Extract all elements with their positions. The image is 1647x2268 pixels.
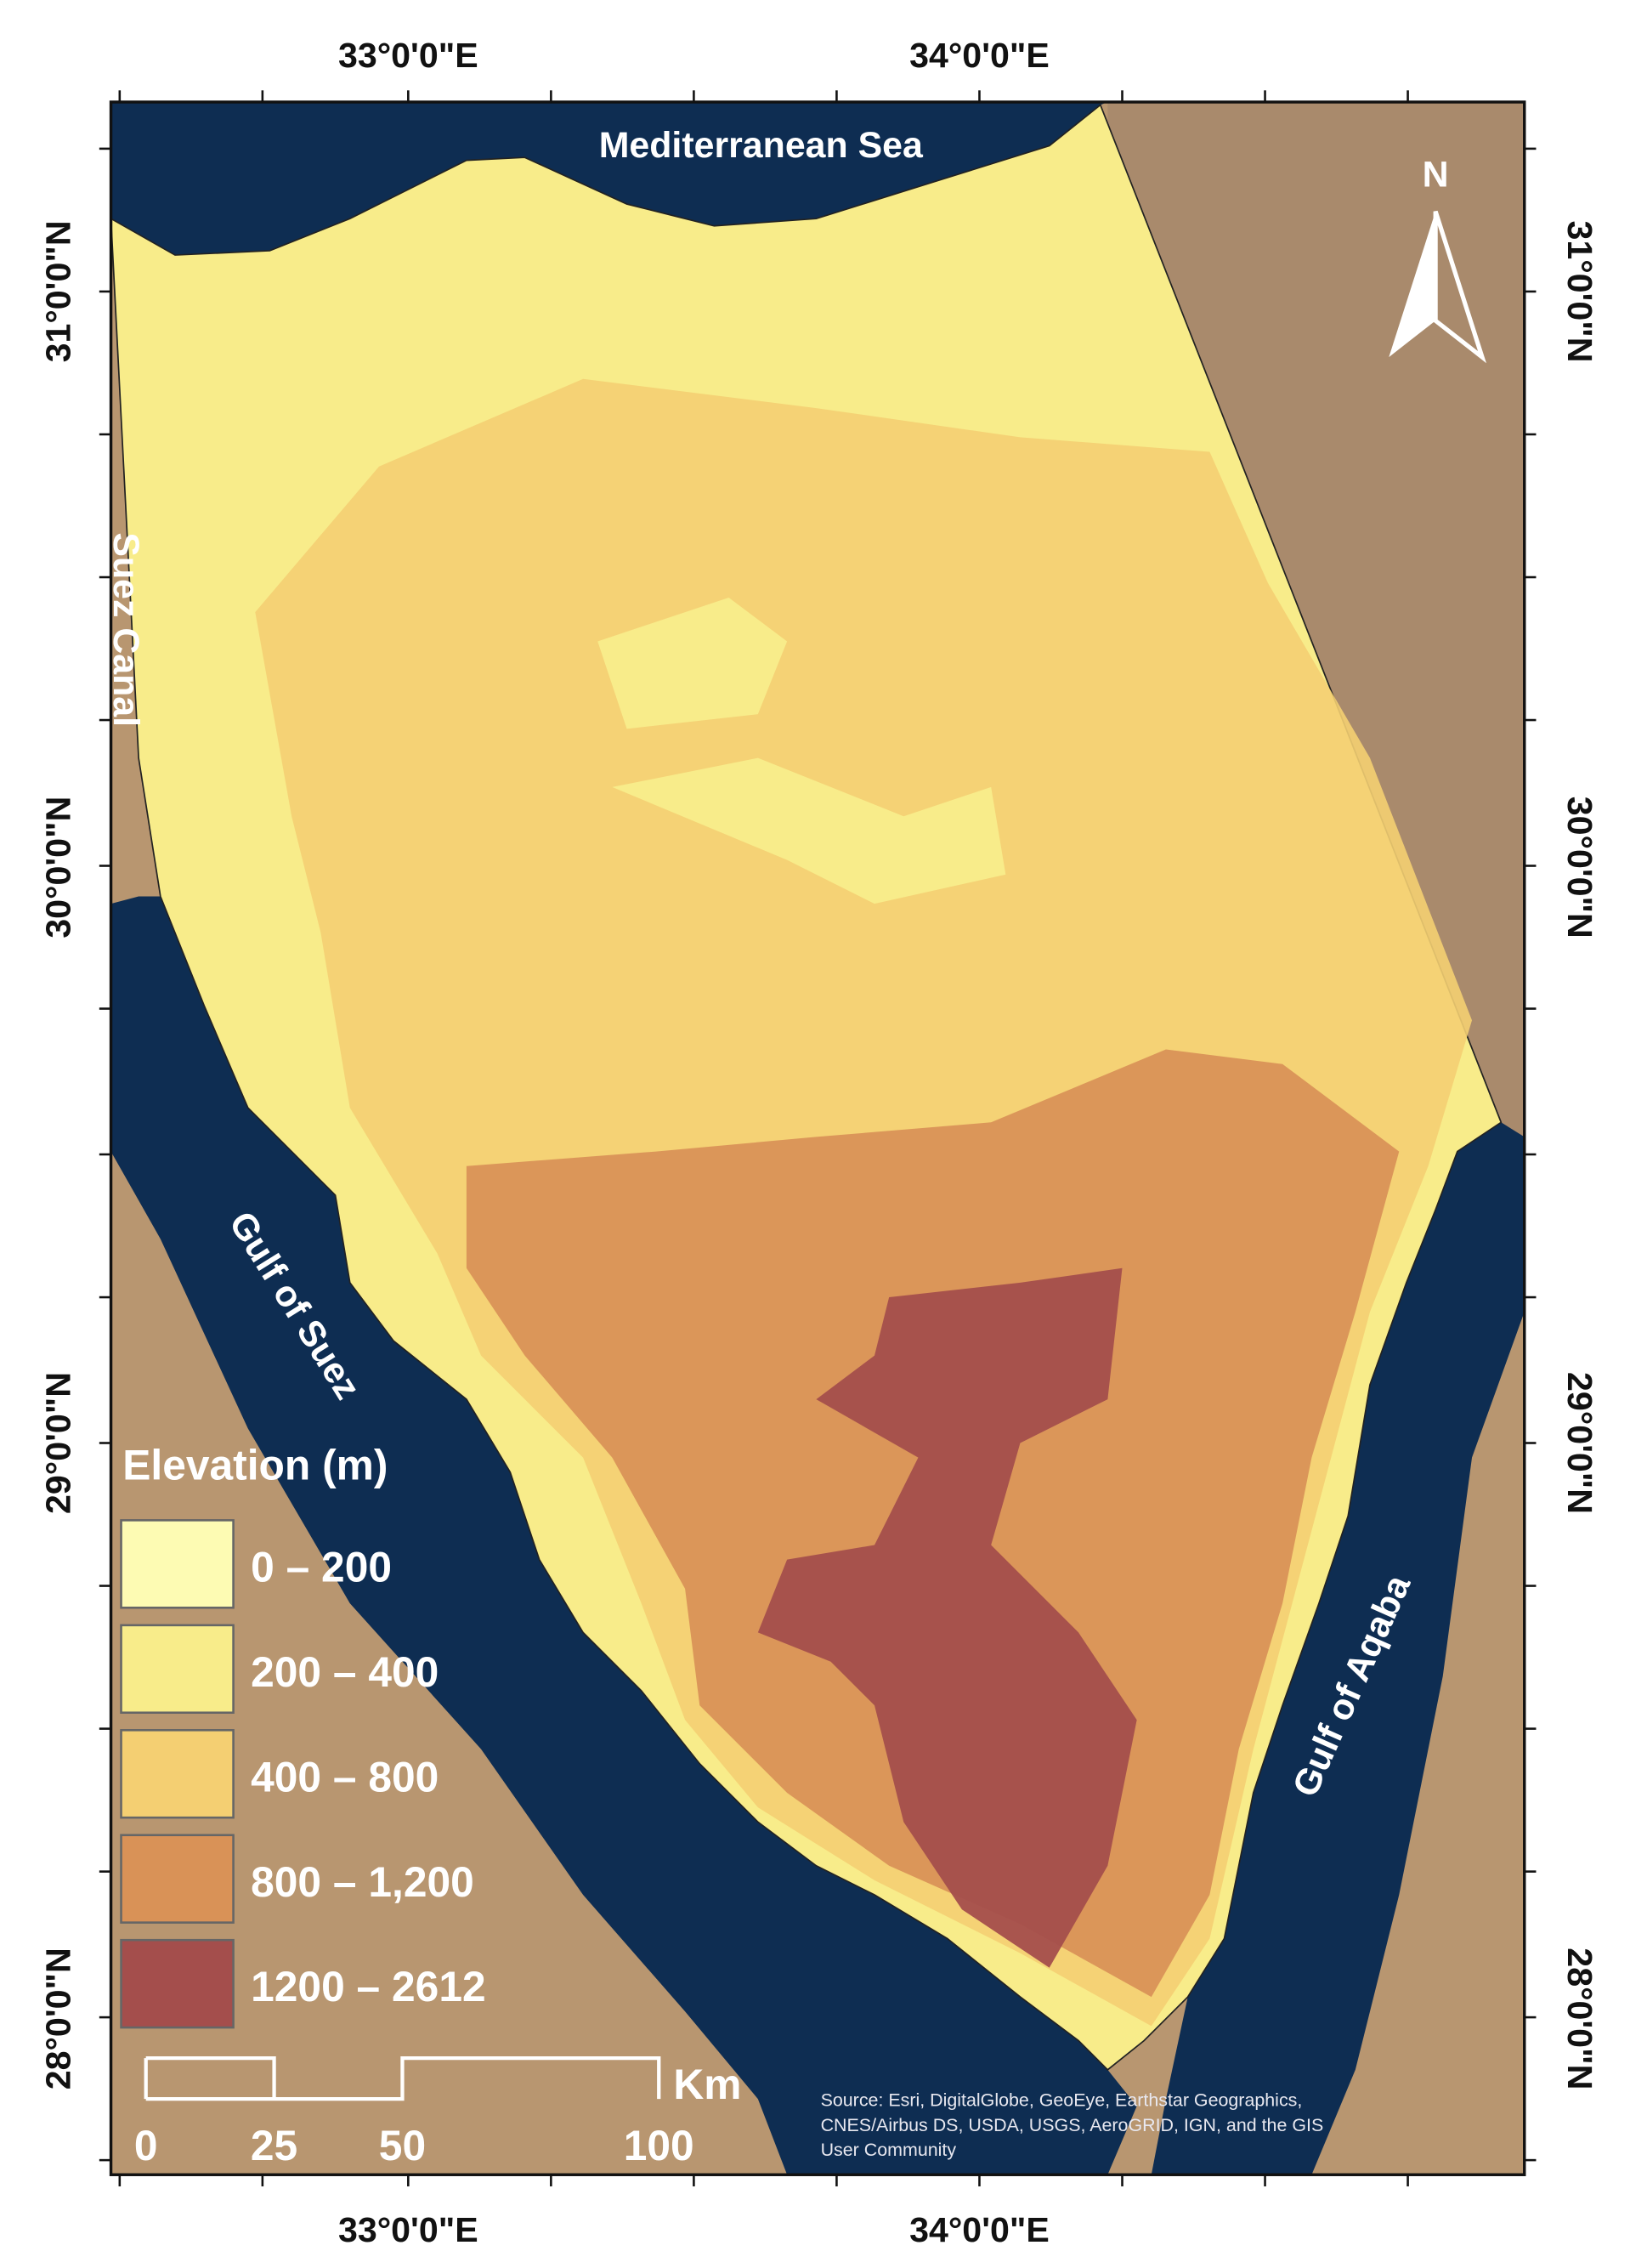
legend-title: Elevation (m) [122,1441,388,1488]
zone-1200-2612 [757,1267,1137,1968]
source-text: CNES/Airbus DS, USDA, USGS, AeroGRID, IG… [821,2115,1324,2135]
scale-label: 0 [134,2122,158,2169]
north-arrow-right [1433,210,1487,364]
legend-label: 200 – 400 [251,1648,439,1696]
place-label: Mediterranean Sea [599,125,924,166]
lat-label-left: 31°0'0"N [39,220,78,362]
legend-label: 0 – 200 [251,1543,392,1590]
lat-label-right: 30°0'0"N [1560,797,1599,938]
sea-gulf-of-aqaba [1151,1122,1525,2175]
lat-label-right: 28°0'0"N [1560,1948,1599,2089]
place-label: Suez Canal [105,532,146,727]
legend-label: 1200 – 2612 [251,1963,485,2010]
lat-label-right: 29°0'0"N [1560,1372,1599,1514]
lat-label-right: 31°0'0"N [1560,220,1599,362]
north-label: N [1423,154,1449,195]
legend-swatch [120,1834,235,1924]
scale-unit: Km [673,2061,741,2108]
source-text: Source: Esri, DigitalGlobe, GeoEye, Eart… [821,2090,1303,2111]
legend-swatch [120,1624,235,1715]
lon-label-top: 33°0'0"E [338,36,478,75]
labels: 33°0'0"E 33°0'0"E 34°0'0"E 34°0'0"E 31°0'0"N… [39,36,1600,2249]
scale-label: 50 [379,2122,426,2169]
legend-swatch [120,1729,235,1819]
legend-swatch [120,1519,235,1609]
lon-label-top: 34°0'0"E [909,36,1050,75]
north-arrow [1389,210,1487,364]
legend: Elevation (m) 0 – 200 200 – 400 400 – 800 80… [120,1441,486,2029]
legend-label: 800 – 1,200 [251,1858,474,1906]
lon-label-bottom: 34°0'0"E [909,2210,1050,2249]
graticule-ticks [99,90,1537,2186]
scale-bar [144,2055,661,2101]
scale-label: 100 [624,2122,694,2169]
source-text: User Community [821,2140,957,2160]
lat-label-left: 28°0'0"N [39,1948,78,2089]
lon-label-bottom: 33°0'0"E [338,2210,478,2249]
legend-swatch [120,1938,235,2029]
sea-gulf-of-suez [110,896,1137,2175]
lat-label-left: 30°0'0"N [39,797,78,938]
scale-label: 25 [251,2122,297,2169]
lat-label-left: 29°0'0"N [39,1372,78,1514]
north-arrow-left [1389,211,1436,358]
sea-mediterranean [110,102,1108,256]
map-frame [109,100,1526,2176]
zone-plateau [597,598,1006,904]
legend-label: 400 – 800 [251,1753,439,1800]
